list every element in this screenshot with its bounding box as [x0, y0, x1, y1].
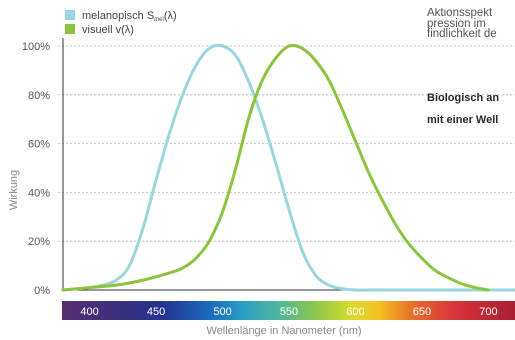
description-bold-text: Biologisch an mit einer Well — [427, 90, 515, 129]
description-bold-line: Biologisch an — [427, 92, 500, 104]
x-tick-label: 650 — [413, 306, 431, 318]
series-line-melanopic — [61, 43, 515, 292]
spectrum-band — [62, 301, 515, 320]
y-axis-label: Wirkung — [8, 170, 20, 210]
legend-label-melanopic-sub: mel — [154, 17, 164, 23]
y-tick-label: 80% — [28, 90, 50, 102]
series-line-visual — [61, 43, 490, 292]
y-tick-label: 20% — [28, 236, 50, 248]
grid-lines — [58, 45, 515, 242]
x-tick-label: 550 — [280, 306, 298, 318]
legend: melanopisch Smel(λ) visuell v(λ) — [65, 10, 177, 36]
x-tick-label: 500 — [213, 306, 231, 318]
y-tick-label: 100% — [22, 41, 50, 53]
legend-label-visual-suffix: (λ) — [121, 24, 134, 36]
y-tick-label: 40% — [28, 187, 50, 199]
legend-swatch-visual — [65, 24, 75, 34]
x-tick-labels: 400 450 500 550 600 650 700 — [80, 306, 497, 318]
description-line: pression im — [427, 17, 486, 30]
description-line: findlichkeit de — [427, 28, 497, 40]
x-tick-label: 400 — [80, 306, 98, 318]
legend-label-visual: visuell v(λ) — [82, 24, 134, 36]
legend-label-melanopic-name: melanopisch S — [82, 10, 154, 22]
description-line: Aktionsspekt — [427, 8, 493, 19]
legend-label-visual-name: visuell v — [82, 24, 122, 36]
description-text: Aktionsspekt pression im findlichkeit de — [427, 8, 515, 40]
y-tick-label: 60% — [28, 139, 50, 151]
legend-swatch-melanopic — [65, 10, 75, 20]
legend-label-melanopic: melanopisch Smel(λ) — [82, 10, 177, 23]
x-axis-label: Wellenlänge in Nanometer (nm) — [206, 325, 361, 337]
x-tick-label: 700 — [479, 306, 497, 318]
description-bold-line: mit einer Well — [427, 114, 499, 126]
legend-label-melanopic-suffix: (λ) — [164, 10, 177, 22]
y-tick-label: 0% — [34, 285, 50, 297]
x-tick-label: 450 — [147, 306, 165, 318]
x-tick-label: 600 — [346, 306, 364, 318]
series-lines — [61, 43, 515, 292]
y-tick-labels: 0% 20% 40% 60% 80% 100% — [22, 41, 50, 297]
